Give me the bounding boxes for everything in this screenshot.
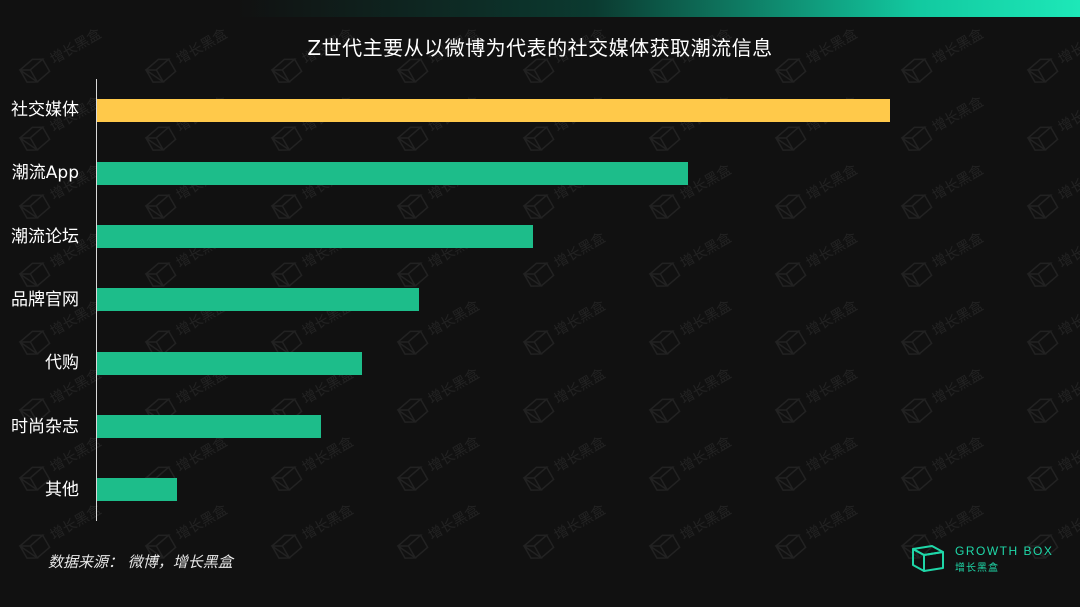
svg-text:增长黑盒: 增长黑盒 [1055, 433, 1080, 476]
category-label: 社交媒体 [11, 100, 79, 120]
svg-text:增长黑盒: 增长黑盒 [1055, 93, 1080, 136]
svg-text:增长黑盒: 增长黑盒 [803, 365, 860, 408]
category-label: 时尚杂志 [11, 416, 79, 437]
watermark-tile: 增长黑盒 [648, 501, 734, 559]
watermark-tile: 增长黑盒 [396, 501, 482, 559]
category-label: 潮流论坛 [11, 226, 79, 247]
svg-text:增长黑盒: 增长黑盒 [551, 297, 608, 340]
chart-title: Z世代主要从以微博为代表的社交媒体获取潮流信息 [307, 36, 773, 60]
watermark-tile: 增长黑盒 [648, 433, 734, 491]
svg-text:增长黑盒: 增长黑盒 [803, 501, 860, 544]
svg-text:增长黑盒: 增长黑盒 [1055, 297, 1080, 340]
logo-text-cn: 增长黑盒 [955, 563, 999, 574]
svg-text:增长黑盒: 增长黑盒 [551, 433, 608, 476]
bar [97, 351, 362, 375]
svg-text:增长黑盒: 增长黑盒 [551, 501, 608, 544]
svg-text:增长黑盒: 增长黑盒 [929, 161, 986, 204]
watermark-tile: 增长黑盒 [1026, 433, 1080, 491]
svg-text:增长黑盒: 增长黑盒 [677, 501, 734, 544]
watermark-tile: 增长黑盒 [900, 161, 986, 219]
svg-text:增长黑盒: 增长黑盒 [173, 433, 230, 476]
svg-text:增长黑盒: 增长黑盒 [929, 501, 986, 544]
svg-text:增长黑盒: 增长黑盒 [1055, 161, 1080, 204]
svg-text:增长黑盒: 增长黑盒 [1055, 365, 1080, 408]
box-icon [912, 545, 944, 572]
watermark-tile: 增长黑盒 [774, 297, 860, 355]
svg-text:增长黑盒: 增长黑盒 [803, 229, 860, 272]
svg-text:增长黑盒: 增长黑盒 [173, 501, 230, 544]
watermark-tile: 增长黑盒 [522, 365, 608, 423]
watermark-tile: 增长黑盒 [396, 433, 482, 491]
svg-text:增长黑盒: 增长黑盒 [929, 365, 986, 408]
svg-text:增长黑盒: 增长黑盒 [929, 229, 986, 272]
bar [97, 98, 890, 122]
bar [97, 415, 322, 438]
watermark-tile: 增长黑盒 [900, 297, 986, 355]
watermark-tile: 增长黑盒 [774, 433, 860, 491]
watermark-tile: 增长黑盒 [648, 297, 734, 355]
category-label: 潮流App [11, 163, 79, 184]
svg-text:增长黑盒: 增长黑盒 [803, 297, 860, 340]
watermark-tile: 增长黑盒 [522, 229, 608, 287]
watermark-tile: 增长黑盒 [522, 297, 608, 355]
watermark-tile: 增长黑盒 [270, 501, 356, 559]
source-note: 数据来源： 微博，增长黑盒 [48, 553, 233, 571]
y-axis-line [96, 79, 97, 521]
watermark-tile: 增长黑盒 [1026, 229, 1080, 287]
svg-text:增长黑盒: 增长黑盒 [425, 365, 482, 408]
svg-text:增长黑盒: 增长黑盒 [803, 433, 860, 476]
svg-text:增长黑盒: 增长黑盒 [677, 433, 734, 476]
watermark-tile: 增长黑盒 [900, 93, 986, 151]
watermark-tile: 增长黑盒 [774, 229, 860, 287]
svg-text:增长黑盒: 增长黑盒 [551, 365, 608, 408]
watermark-tile: 增长黑盒 [522, 501, 608, 559]
svg-text:增长黑盒: 增长黑盒 [803, 161, 860, 204]
watermark-tile: 增长黑盒 [900, 433, 986, 491]
watermark-tile: 增长黑盒 [270, 433, 356, 491]
watermark-tile: 增长黑盒 [1026, 297, 1080, 355]
growth-box-logo [912, 545, 944, 572]
watermark-tile: 增长黑盒 [648, 229, 734, 287]
svg-text:增长黑盒: 增长黑盒 [677, 229, 734, 272]
watermark-tile: 增长黑盒 [774, 365, 860, 423]
top-gradient-bar [0, 0, 1080, 17]
watermark-tile: 增长黑盒 [648, 365, 734, 423]
watermark-tile: 增长黑盒 [1026, 161, 1080, 219]
bar [97, 478, 178, 502]
svg-text:增长黑盒: 增长黑盒 [425, 433, 482, 476]
bar [97, 288, 419, 312]
svg-text:增长黑盒: 增长黑盒 [677, 297, 734, 340]
svg-text:增长黑盒: 增长黑盒 [929, 433, 986, 476]
svg-text:增长黑盒: 增长黑盒 [425, 297, 482, 340]
svg-text:增长黑盒: 增长黑盒 [929, 297, 986, 340]
category-label: 品牌官网 [11, 289, 79, 310]
watermark-tile: 增长黑盒 [900, 229, 986, 287]
svg-text:增长黑盒: 增长黑盒 [1055, 501, 1080, 544]
svg-text:增长黑盒: 增长黑盒 [677, 365, 734, 408]
svg-text:增长黑盒: 增长黑盒 [1055, 229, 1080, 272]
svg-text:增长黑盒: 增长黑盒 [551, 229, 608, 272]
watermark-tile: 增长黑盒 [774, 161, 860, 219]
category-label: 其他 [45, 479, 79, 500]
logo-text-en: GROWTH BOX [955, 544, 1054, 558]
watermark-tile: 增长黑盒 [900, 365, 986, 423]
svg-text:增长黑盒: 增长黑盒 [299, 501, 356, 544]
bar [97, 225, 534, 249]
watermark-tile: 增长黑盒 [1026, 93, 1080, 151]
svg-text:增长黑盒: 增长黑盒 [425, 501, 482, 544]
watermark-tile: 增长黑盒 [396, 365, 482, 423]
svg-text:增长黑盒: 增长黑盒 [929, 93, 986, 136]
bar [97, 161, 688, 185]
watermark-tile: 增长黑盒 [1026, 365, 1080, 423]
category-label: 代购 [45, 353, 79, 374]
svg-text:增长黑盒: 增长黑盒 [299, 433, 356, 476]
watermark-tile: 增长黑盒 [522, 433, 608, 491]
watermark-tile: 增长黑盒 [774, 501, 860, 559]
